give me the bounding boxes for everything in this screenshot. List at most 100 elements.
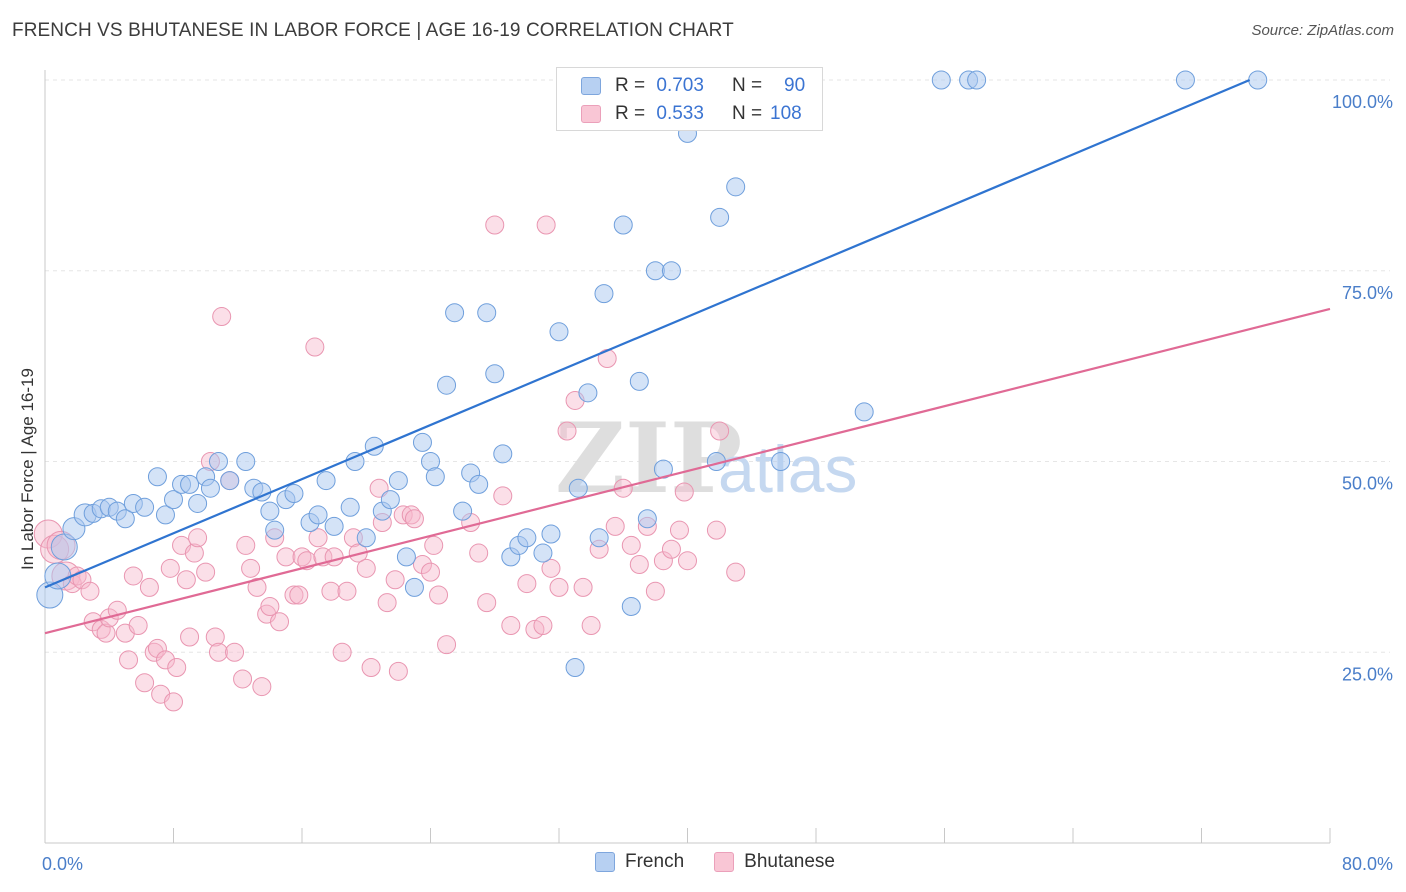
french-point — [155, 505, 175, 525]
bhutanese-point — [176, 570, 196, 590]
watermark-atlas: atlas — [718, 432, 857, 506]
bhutanese-point — [247, 577, 267, 597]
bhutanese-point — [212, 307, 232, 327]
bhutanese-point — [305, 337, 325, 357]
bhutanese-point — [501, 616, 521, 636]
x-tick-labels: 0.0% 80.0% — [42, 854, 1393, 874]
bhutanese-point — [485, 215, 505, 235]
bhutanese-point — [361, 658, 381, 678]
bhutanese-point — [517, 574, 537, 594]
bhutanese-point — [706, 520, 726, 540]
legend-item-french[interactable]: French — [595, 851, 684, 873]
bhutanese-point — [160, 558, 180, 578]
french-point — [477, 303, 497, 323]
french-point — [726, 177, 746, 197]
bhutanese-point — [332, 642, 352, 662]
bhutanese-point — [96, 623, 116, 643]
bhutanese-point — [356, 558, 376, 578]
bhutanese-point — [557, 421, 577, 441]
bhutanese-point — [196, 562, 216, 582]
french-point — [260, 501, 280, 521]
bhutanese-point — [236, 535, 256, 555]
french-point — [565, 658, 585, 678]
grid-lines — [45, 79, 1390, 653]
bhutanese-point — [477, 593, 497, 613]
bhutanese-point — [144, 642, 164, 662]
bhutanese-swatch — [581, 105, 601, 123]
french-point — [771, 452, 791, 471]
bhutanese-point — [385, 570, 405, 590]
bhutanese-point — [337, 581, 357, 601]
chart-source: Source: ZipAtlas.com — [1251, 22, 1394, 39]
legend-n-label: N = — [731, 103, 763, 124]
bhutanese-point — [629, 555, 649, 575]
legend-r-value: 0.703 — [656, 75, 704, 96]
french-swatch — [581, 77, 601, 95]
trend-lines — [44, 78, 1331, 635]
bhutanese-point — [119, 650, 139, 670]
chart-title: FRENCH VS BHUTANESE IN LABOR FORCE | AGE… — [12, 20, 734, 41]
french-point — [308, 505, 328, 525]
bhutanese-point — [270, 612, 290, 632]
french-point — [412, 432, 432, 452]
bhutanese-point — [388, 661, 408, 681]
y-tick-labels: 25.0% 50.0% 75.0% 100.0% — [1332, 92, 1393, 684]
french-point — [200, 478, 220, 498]
french-point — [621, 596, 641, 616]
y-tick-label: 100.0% — [1332, 92, 1393, 112]
bhutanese-point — [188, 528, 208, 548]
bhutanese-point — [225, 642, 245, 662]
bhutanese-point — [424, 535, 444, 555]
french-point — [220, 471, 240, 491]
french-point — [493, 444, 513, 464]
french-point — [265, 520, 285, 540]
bhutanese-point — [710, 421, 730, 441]
french-point — [147, 467, 167, 487]
y-tick-label: 50.0% — [1342, 474, 1393, 494]
french-point — [453, 501, 473, 521]
french-point — [854, 402, 874, 422]
legend-item-bhutanese[interactable]: Bhutanese — [714, 851, 835, 873]
french-point — [568, 478, 588, 498]
legend-row-french: R = 0.703 N = 90 — [581, 73, 805, 99]
bhutanese-point — [164, 692, 183, 712]
legend-r-label: R = — [615, 75, 646, 96]
bhutanese-point — [661, 539, 681, 559]
french-point — [549, 322, 569, 342]
bhutanese-point — [155, 650, 175, 670]
bhutanese-point — [308, 528, 328, 548]
french-point — [485, 364, 505, 384]
french-points — [36, 70, 1268, 678]
french-point — [115, 509, 135, 529]
bhutanese-point — [260, 596, 280, 616]
french-point — [1175, 70, 1195, 90]
french-trend-line — [44, 78, 1251, 589]
french-point — [188, 493, 208, 513]
x-tick-label: 80.0% — [1342, 854, 1393, 874]
french-point — [180, 474, 200, 494]
bhutanese-point — [412, 555, 432, 575]
bhutanese-point — [321, 581, 341, 601]
french-point — [284, 484, 304, 504]
bhutanese-point — [621, 535, 641, 555]
axes — [44, 70, 1331, 844]
french-point — [517, 528, 537, 548]
french-point — [445, 303, 465, 323]
legend-r-value: 0.533 — [656, 103, 704, 124]
bhutanese-point — [167, 658, 187, 678]
bhutanese-point — [369, 478, 389, 498]
french-legend-swatch — [595, 852, 615, 872]
bhutanese-point — [541, 558, 561, 578]
french-point — [1248, 70, 1268, 90]
french-point — [135, 497, 155, 517]
bhutanese-point — [549, 577, 569, 597]
french-point — [578, 383, 598, 403]
bhutanese-point — [208, 642, 228, 662]
bhutanese-point — [401, 505, 421, 525]
bhutanese-point — [421, 562, 440, 582]
bhutanese-point — [180, 627, 200, 647]
bhutanese-point — [645, 581, 665, 601]
bhutanese-point — [377, 593, 397, 613]
bhutanese-point — [123, 566, 143, 586]
french-point — [469, 474, 489, 494]
